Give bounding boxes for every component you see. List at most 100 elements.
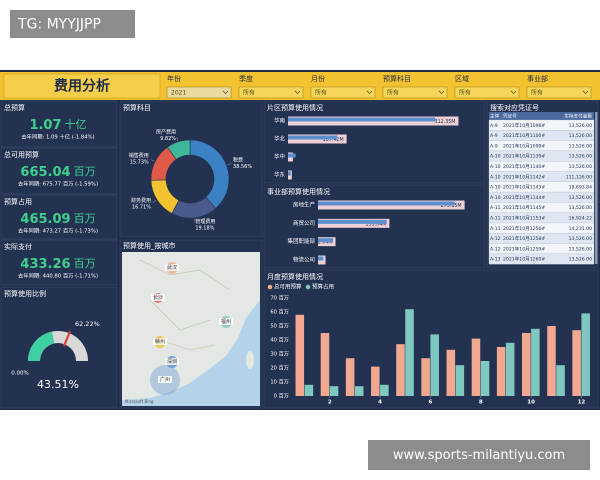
- filter-dropdown[interactable]: [238, 86, 304, 99]
- slice-value-label: 16.71%: [132, 204, 151, 210]
- bar: [396, 344, 405, 396]
- category-label: 华东: [274, 171, 286, 179]
- bar: [505, 342, 515, 396]
- kpi-unit: 百万: [74, 212, 96, 225]
- dropdown-arrow: [366, 90, 373, 94]
- filter-dropdown[interactable]: [454, 86, 520, 99]
- kpi-card: [0, 239, 118, 286]
- gauge-value: [28, 331, 55, 361]
- filter-label: 月份: [311, 74, 325, 83]
- slice-value-label: 19.18%: [195, 226, 214, 232]
- scrollbar[interactable]: [595, 112, 598, 264]
- table-cell: A-12: [490, 246, 501, 252]
- y-tick-label: 70 百万: [270, 295, 289, 302]
- filter-value: 所有: [315, 88, 327, 96]
- bar: [446, 349, 456, 396]
- table-cell: 13,526.00: [569, 133, 592, 139]
- table-cell: A-9: [490, 123, 498, 129]
- filter-label: 年份: [167, 74, 181, 83]
- bar: [421, 358, 430, 396]
- slice-label: 销售费用: [129, 152, 149, 159]
- table-cell: 13,526.00: [569, 195, 592, 201]
- table-row[interactable]: [488, 253, 595, 265]
- panel: [0, 286, 118, 409]
- legend-label: 预算占用: [312, 283, 334, 291]
- y-tick-label: 20 百万: [270, 365, 289, 372]
- panel-title: 预算使用_按城市: [123, 241, 176, 250]
- bar: [288, 171, 291, 176]
- city-label: 赣州: [155, 338, 165, 345]
- bar: [405, 309, 414, 396]
- bar: [318, 201, 455, 206]
- filter-value: 2021: [171, 89, 186, 96]
- table-cell: 2021年10月1145#: [503, 204, 545, 211]
- kpi-unit: 百万: [74, 165, 96, 178]
- table-cell: 2021年10月1142#: [503, 173, 545, 180]
- filter-label: 预算科目: [383, 74, 411, 83]
- gauge-value-label: 43.51%: [37, 378, 79, 391]
- bar: [531, 328, 540, 396]
- x-tick-label: 10: [527, 400, 535, 406]
- leader-line: [152, 200, 157, 203]
- kpi-value: 665.04 百万: [20, 165, 95, 180]
- category-label: 华南: [274, 117, 286, 125]
- kpi-title: 总可用预算: [4, 150, 39, 159]
- filter-dropdown[interactable]: [310, 86, 376, 99]
- slice-label: 财务费用: [131, 197, 151, 204]
- table-cell: 13,526.00: [569, 143, 592, 149]
- column-header: 实际支付金额: [564, 113, 592, 120]
- bar: [547, 326, 556, 396]
- map-island: [246, 351, 254, 369]
- kpi-card: [0, 194, 118, 240]
- table-header: [489, 112, 594, 120]
- donut-slice: [167, 139, 191, 160]
- bar: [581, 313, 590, 396]
- slice-label: 房产费用: [156, 129, 176, 136]
- city-label: 武汉: [167, 264, 177, 271]
- category-label: 集团职能部: [287, 237, 315, 245]
- city-label: 长沙: [153, 294, 163, 301]
- table-cell: A-10: [490, 185, 501, 191]
- dropdown-arrow: [222, 90, 229, 94]
- bar: [318, 219, 387, 224]
- dropdown-arrow: [294, 90, 301, 94]
- watermark: TG: MYYJJPP: [17, 17, 101, 33]
- table-cell: A-11: [490, 226, 501, 232]
- kpi-number: 665.04: [20, 165, 70, 180]
- filter-dropdown[interactable]: [166, 86, 232, 99]
- bar: [288, 135, 338, 140]
- slice-label: 税费: [233, 156, 243, 163]
- table-cell: A-9: [490, 143, 498, 149]
- filter-value: 所有: [459, 88, 471, 96]
- filter-dropdown[interactable]: [526, 86, 592, 99]
- category-label: 华北: [274, 135, 286, 143]
- kpi-unit: 十亿: [65, 117, 87, 131]
- bar-value-label: 107.42M: [323, 137, 344, 143]
- filter-value: 所有: [243, 88, 255, 96]
- map-border: [139, 259, 231, 351]
- legend-label: 总可用预算: [274, 283, 302, 291]
- dropdown-arrow: [582, 90, 589, 94]
- city-label-box: [153, 338, 167, 345]
- table-cell: 16,924.22: [569, 216, 592, 222]
- panel-title: 搜索对应凭证号: [490, 103, 539, 112]
- table-cell: A-10: [490, 195, 501, 201]
- table-cell: 2021年10月1259#: [503, 245, 545, 252]
- bar: [522, 333, 531, 396]
- panel-title: 月度预算使用情况: [267, 272, 323, 281]
- table-cell: 13,526.00: [569, 205, 592, 211]
- table-cell: A-11: [490, 205, 501, 211]
- kpi-value: 1.07 十亿: [29, 117, 86, 133]
- table-cell: 2021年10月1153#: [503, 215, 545, 222]
- bar-value-label: 32.64M: [315, 240, 333, 246]
- kpi-title: 总预算: [4, 103, 25, 112]
- kpi-card: [0, 100, 118, 148]
- panel-title: 片区预算使用情况: [267, 103, 323, 112]
- filter-dropdown[interactable]: [382, 86, 448, 99]
- x-tick-label: 8: [479, 400, 483, 406]
- footer-watermark-box: [368, 440, 590, 470]
- bar: [304, 384, 314, 396]
- kpi-compare: 去年同期: 1.09 十亿 (-1.84%): [21, 133, 94, 141]
- bar: [496, 347, 506, 396]
